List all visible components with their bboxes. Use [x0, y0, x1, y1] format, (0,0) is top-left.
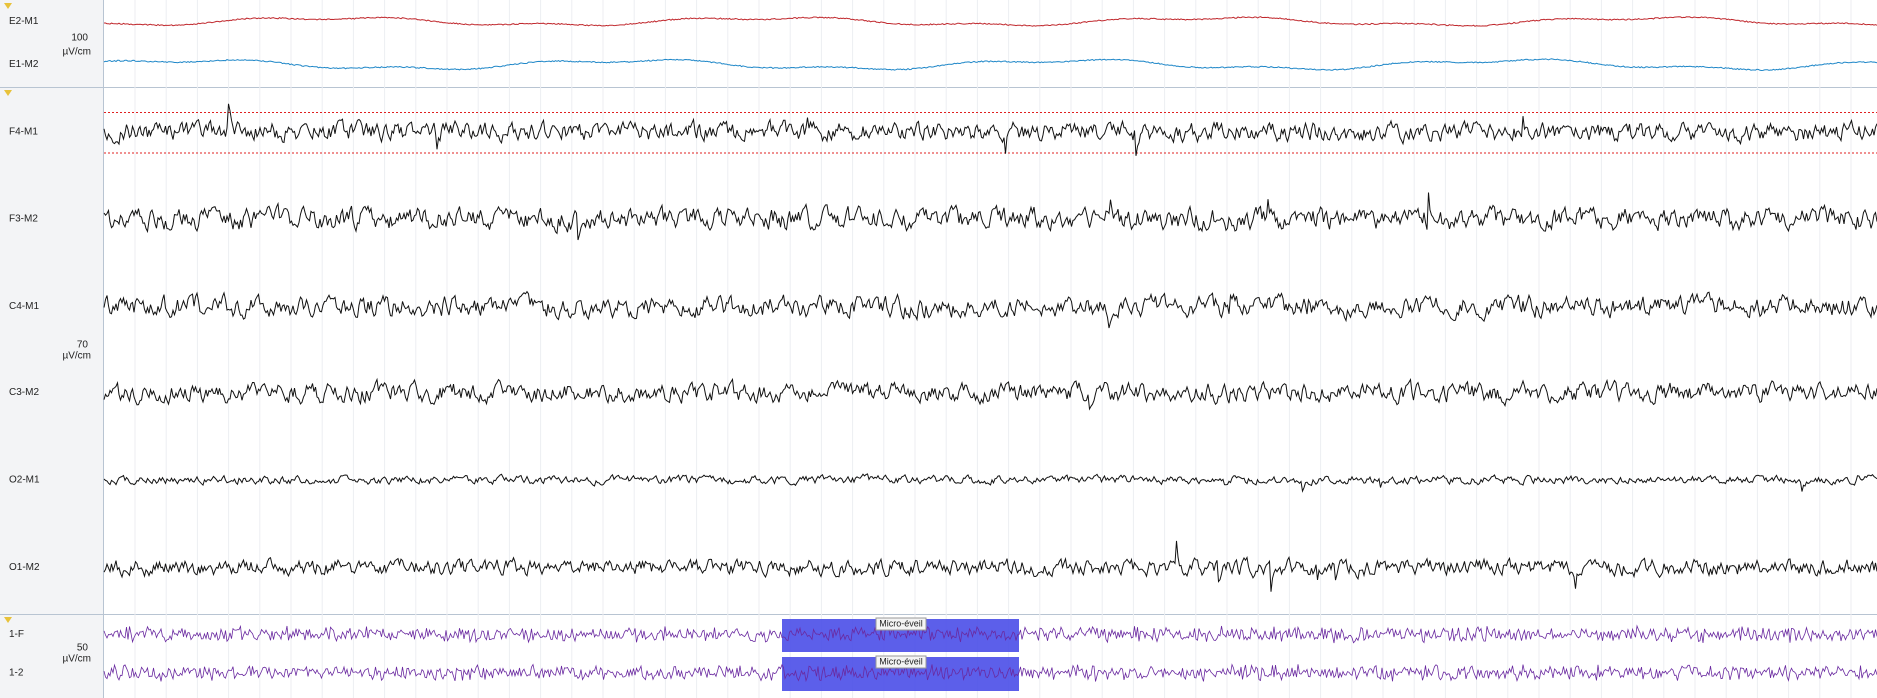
filter-icon[interactable] [4, 3, 12, 9]
channel-label[interactable]: E1-M2 [9, 59, 39, 70]
signal-trace [103, 473, 1877, 493]
scale-unit: µV/cm [62, 654, 91, 665]
signal-trace [103, 290, 1877, 329]
channel-label[interactable]: F3-M2 [9, 214, 38, 225]
signal-trace [103, 192, 1877, 241]
signal-trace [103, 624, 1877, 644]
filter-icon[interactable] [4, 90, 12, 96]
channel-label[interactable]: O2-M1 [9, 475, 40, 486]
filter-icon[interactable] [4, 617, 12, 623]
channel-panel [0, 0, 103, 698]
signal-trace [103, 540, 1877, 592]
channel-label[interactable]: C3-M2 [9, 387, 39, 398]
channel-label[interactable]: 1-F [9, 629, 24, 640]
channel-label[interactable]: O1-M2 [9, 562, 40, 573]
annotation-box[interactable] [875, 655, 927, 669]
signal-trace [103, 58, 1877, 72]
scale-unit: µV/cm [62, 351, 91, 362]
annotation-label[interactable]: Micro-éveil [879, 656, 923, 666]
channel-label[interactable]: F4-M1 [9, 126, 38, 137]
signal-trace [104, 16, 1877, 27]
annotation-box[interactable] [875, 617, 927, 631]
scale-value: 50 [77, 643, 89, 654]
channel-label[interactable]: C4-M1 [9, 301, 39, 312]
annotation-label[interactable]: Micro-éveil [879, 618, 923, 628]
channel-label[interactable]: 1-2 [9, 667, 24, 678]
signal-trace [103, 377, 1877, 411]
signal-trace [103, 103, 1877, 156]
signal-trace [103, 663, 1877, 683]
scale-value: 100 [71, 33, 88, 44]
channel-label[interactable]: E2-M1 [9, 16, 39, 27]
scale-unit: µV/cm [62, 47, 91, 58]
scale-value: 70 [77, 340, 89, 351]
